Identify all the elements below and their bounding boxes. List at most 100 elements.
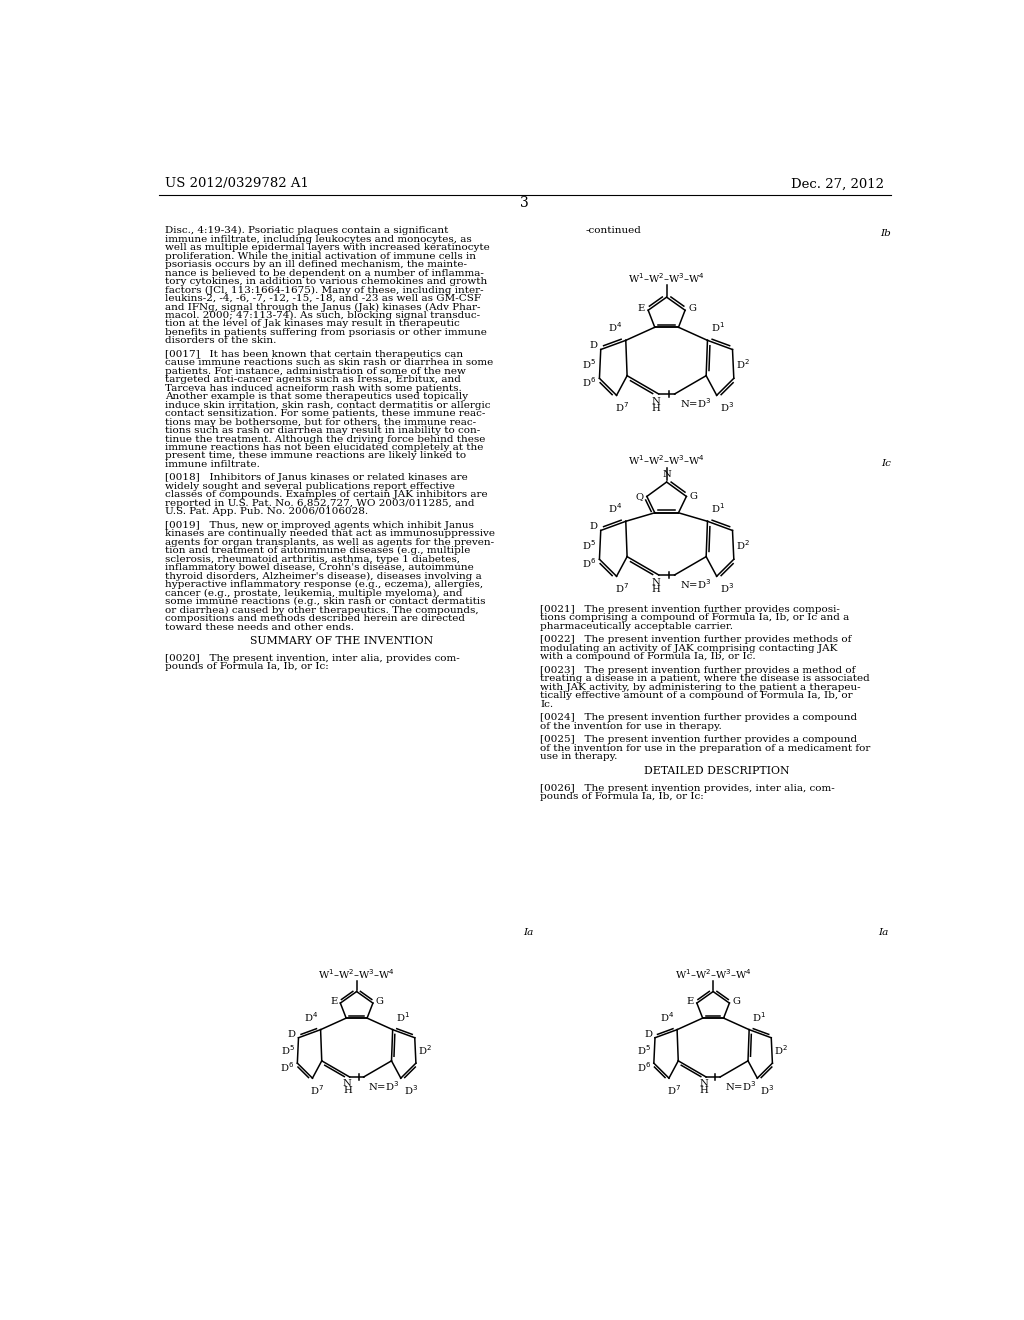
Text: kinases are continually needed that act as immunosuppressive: kinases are continually needed that act … — [165, 529, 496, 539]
Text: D$^6$: D$^6$ — [582, 556, 596, 570]
Text: induce skin irritation, skin rash, contact dermatitis or allergic: induce skin irritation, skin rash, conta… — [165, 401, 490, 409]
Text: D$^6$: D$^6$ — [637, 1060, 651, 1073]
Text: N=D$^3$: N=D$^3$ — [680, 578, 711, 591]
Text: targeted anti-cancer agents such as Iressa, Erbitux, and: targeted anti-cancer agents such as Ires… — [165, 375, 461, 384]
Text: or diarrhea) caused by other therapeutics. The compounds,: or diarrhea) caused by other therapeutic… — [165, 606, 479, 615]
Text: [0023]   The present invention further provides a method of: [0023] The present invention further pro… — [541, 667, 856, 675]
Text: D$^1$: D$^1$ — [752, 1010, 766, 1024]
Text: G: G — [376, 998, 384, 1006]
Text: Dec. 27, 2012: Dec. 27, 2012 — [792, 177, 885, 190]
Text: D: D — [288, 1030, 296, 1039]
Text: with JAK activity, by administering to the patient a therapeu-: with JAK activity, by administering to t… — [541, 682, 861, 692]
Text: classes of compounds. Examples of certain JAK inhibitors are: classes of compounds. Examples of certai… — [165, 491, 487, 499]
Text: benefits in patients suffering from psoriasis or other immune: benefits in patients suffering from psor… — [165, 327, 487, 337]
Text: H: H — [699, 1085, 709, 1094]
Text: Ic.: Ic. — [541, 700, 553, 709]
Text: G: G — [688, 305, 696, 313]
Text: D$^2$: D$^2$ — [736, 356, 750, 371]
Text: macol. 2000; 47:113-74). As such, blocking signal transduc-: macol. 2000; 47:113-74). As such, blocki… — [165, 312, 480, 319]
Text: tory cytokines, in addition to various chemokines and growth: tory cytokines, in addition to various c… — [165, 277, 487, 286]
Text: N: N — [699, 1080, 709, 1088]
Text: N=D$^3$: N=D$^3$ — [369, 1080, 399, 1093]
Text: G: G — [732, 998, 740, 1006]
Text: pounds of Formula Ia, Ib, or Ic:: pounds of Formula Ia, Ib, or Ic: — [165, 663, 329, 672]
Text: patients. For instance, administration of some of the new: patients. For instance, administration o… — [165, 367, 466, 376]
Text: some immune reactions (e.g., skin rash or contact dermatitis: some immune reactions (e.g., skin rash o… — [165, 597, 485, 606]
Text: toward these needs and other ends.: toward these needs and other ends. — [165, 623, 354, 631]
Text: U.S. Pat. App. Pub. No. 2006/0106028.: U.S. Pat. App. Pub. No. 2006/0106028. — [165, 507, 369, 516]
Text: pounds of Formula Ia, Ib, or Ic:: pounds of Formula Ia, Ib, or Ic: — [541, 792, 705, 801]
Text: Ia: Ia — [523, 928, 534, 937]
Text: SUMMARY OF THE INVENTION: SUMMARY OF THE INVENTION — [250, 636, 433, 645]
Text: N=D$^3$: N=D$^3$ — [680, 396, 711, 411]
Text: W$^1$–W$^2$–W$^3$–W$^4$: W$^1$–W$^2$–W$^3$–W$^4$ — [628, 453, 706, 467]
Text: reported in U.S. Pat. No. 6,852,727, WO 2003/011285, and: reported in U.S. Pat. No. 6,852,727, WO … — [165, 499, 475, 508]
Text: D$^6$: D$^6$ — [582, 375, 596, 389]
Text: [0019]   Thus, new or improved agents which inhibit Janus: [0019] Thus, new or improved agents whic… — [165, 521, 474, 529]
Text: D$^1$: D$^1$ — [711, 319, 725, 334]
Text: tions may be bothersome, but for others, the immune reac-: tions may be bothersome, but for others,… — [165, 417, 476, 426]
Text: tinue the treatment. Although the driving force behind these: tinue the treatment. Although the drivin… — [165, 434, 485, 444]
Text: tion and treatment of autoimmune diseases (e.g., multiple: tion and treatment of autoimmune disease… — [165, 546, 471, 556]
Text: D$^5$: D$^5$ — [637, 1044, 651, 1057]
Text: N: N — [343, 1080, 351, 1088]
Text: immune reactions has not been elucidated completely at the: immune reactions has not been elucidated… — [165, 444, 483, 451]
Text: inflammatory bowel disease, Crohn's disease, autoimmune: inflammatory bowel disease, Crohn's dise… — [165, 564, 474, 573]
Text: Ib: Ib — [880, 230, 891, 238]
Text: N=D$^3$: N=D$^3$ — [725, 1080, 756, 1093]
Text: Tarceva has induced acneiform rash with some patients.: Tarceva has induced acneiform rash with … — [165, 384, 462, 393]
Text: psoriasis occurs by an ill defined mechanism, the mainte-: psoriasis occurs by an ill defined mecha… — [165, 260, 467, 269]
Text: E: E — [330, 998, 338, 1006]
Text: D$^4$: D$^4$ — [608, 502, 623, 515]
Text: [0024]   The present invention further provides a compound: [0024] The present invention further pro… — [541, 713, 857, 722]
Text: D$^4$: D$^4$ — [660, 1010, 674, 1024]
Text: W$^1$–W$^2$–W$^3$–W$^4$: W$^1$–W$^2$–W$^3$–W$^4$ — [628, 271, 706, 285]
Text: sclerosis, rheumatoid arthritis, asthma, type 1 diabetes,: sclerosis, rheumatoid arthritis, asthma,… — [165, 554, 460, 564]
Text: of the invention for use in the preparation of a medicament for: of the invention for use in the preparat… — [541, 744, 870, 752]
Text: tically effective amount of a compound of Formula Ia, Ib, or: tically effective amount of a compound o… — [541, 692, 853, 701]
Text: N: N — [651, 396, 660, 405]
Text: tions comprising a compound of Formula Ia, Ib, or Ic and a: tions comprising a compound of Formula I… — [541, 614, 850, 623]
Text: D$^1$: D$^1$ — [395, 1010, 410, 1024]
Text: [0017]   It has been known that certain therapeutics can: [0017] It has been known that certain th… — [165, 350, 463, 359]
Text: N: N — [651, 578, 660, 586]
Text: tions such as rash or diarrhea may result in inability to con-: tions such as rash or diarrhea may resul… — [165, 426, 480, 436]
Text: thyroid disorders, Alzheimer's disease), diseases involving a: thyroid disorders, Alzheimer's disease),… — [165, 572, 482, 581]
Text: D: D — [644, 1030, 652, 1039]
Text: D$^1$: D$^1$ — [711, 502, 725, 515]
Text: D: D — [590, 521, 597, 531]
Text: leukins-2, -4, -6, -7, -12, -15, -18, and -23 as well as GM-CSF: leukins-2, -4, -6, -7, -12, -15, -18, an… — [165, 294, 481, 302]
Text: E: E — [638, 305, 645, 313]
Text: [0018]   Inhibitors of Janus kinases or related kinases are: [0018] Inhibitors of Janus kinases or re… — [165, 474, 468, 483]
Text: D$^3$: D$^3$ — [760, 1082, 774, 1097]
Text: -continued: -continued — [586, 226, 641, 235]
Text: present time, these immune reactions are likely linked to: present time, these immune reactions are… — [165, 451, 466, 461]
Text: W$^1$–W$^2$–W$^3$–W$^4$: W$^1$–W$^2$–W$^3$–W$^4$ — [318, 966, 395, 981]
Text: W$^1$–W$^2$–W$^3$–W$^4$: W$^1$–W$^2$–W$^3$–W$^4$ — [675, 966, 752, 981]
Text: Ia: Ia — [879, 928, 889, 937]
Text: disorders of the skin.: disorders of the skin. — [165, 337, 276, 346]
Text: compositions and methods described herein are directed: compositions and methods described herei… — [165, 614, 465, 623]
Text: well as multiple epidermal layers with increased keratinocyte: well as multiple epidermal layers with i… — [165, 243, 489, 252]
Text: [0025]   The present invention further provides a compound: [0025] The present invention further pro… — [541, 735, 857, 744]
Text: 3: 3 — [520, 197, 529, 210]
Text: proliferation. While the initial activation of immune cells in: proliferation. While the initial activat… — [165, 252, 476, 260]
Text: D$^3$: D$^3$ — [720, 582, 734, 595]
Text: [0021]   The present invention further provides composi-: [0021] The present invention further pro… — [541, 605, 840, 614]
Text: D$^7$: D$^7$ — [614, 400, 629, 414]
Text: D$^2$: D$^2$ — [774, 1044, 787, 1057]
Text: factors (JCl, 113:1664-1675). Many of these, including inter-: factors (JCl, 113:1664-1675). Many of th… — [165, 285, 483, 294]
Text: [0022]   The present invention further provides methods of: [0022] The present invention further pro… — [541, 635, 852, 644]
Text: cause immune reactions such as skin rash or diarrhea in some: cause immune reactions such as skin rash… — [165, 358, 494, 367]
Text: Disc., 4:19-34). Psoriatic plaques contain a significant: Disc., 4:19-34). Psoriatic plaques conta… — [165, 226, 449, 235]
Text: N: N — [663, 470, 671, 479]
Text: Another example is that some therapeutics used topically: Another example is that some therapeutic… — [165, 392, 468, 401]
Text: G: G — [690, 492, 697, 500]
Text: D$^7$: D$^7$ — [667, 1082, 681, 1097]
Text: D$^6$: D$^6$ — [281, 1060, 295, 1073]
Text: of the invention for use in therapy.: of the invention for use in therapy. — [541, 722, 722, 731]
Text: tion at the level of Jak kinases may result in therapeutic: tion at the level of Jak kinases may res… — [165, 319, 460, 329]
Text: use in therapy.: use in therapy. — [541, 752, 617, 762]
Text: [0026]   The present invention provides, inter alia, com-: [0026] The present invention provides, i… — [541, 784, 835, 793]
Text: pharmaceutically acceptable carrier.: pharmaceutically acceptable carrier. — [541, 622, 733, 631]
